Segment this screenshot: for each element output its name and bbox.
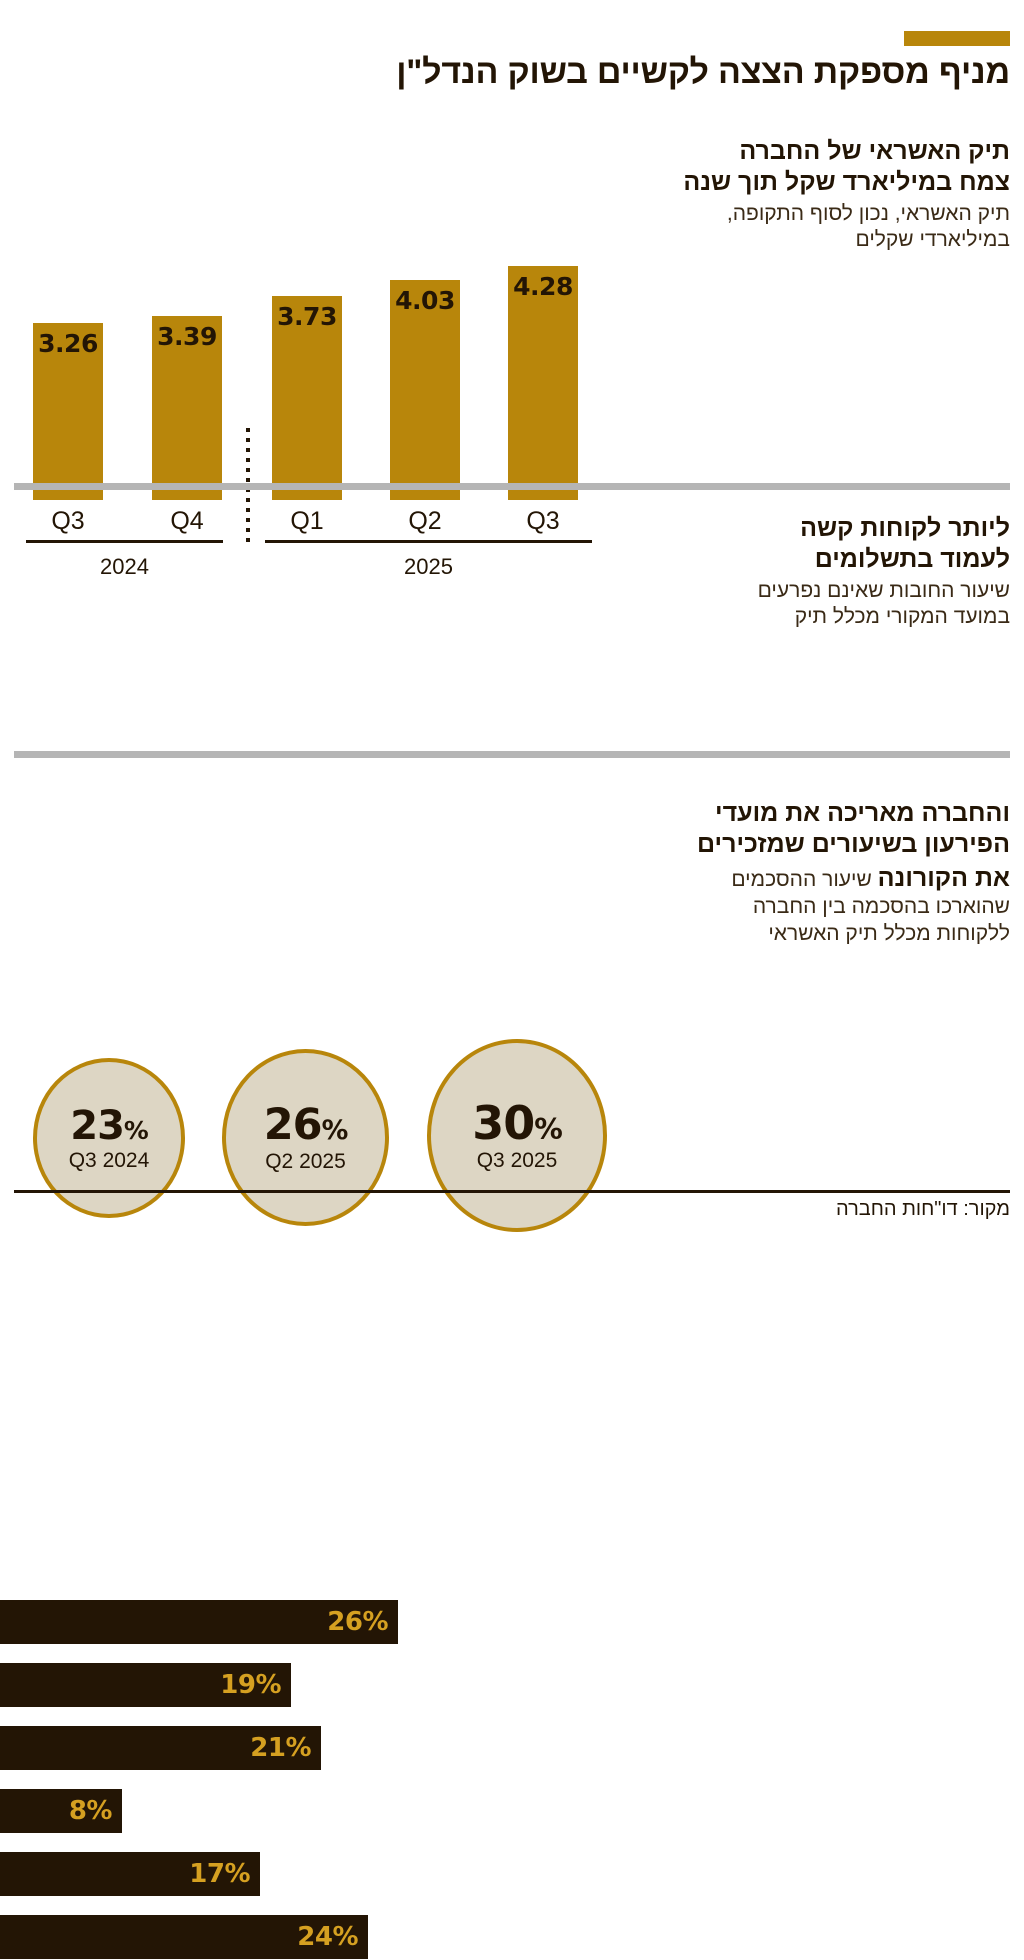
circle-caption-q3-2024: Q3 2024 [68, 1148, 150, 1172]
section1-heading: תיק האשראי של החברה צמח במיליארד שקל תוך… [620, 136, 1010, 197]
percent-sign-icon: % [534, 1113, 563, 1146]
table-row: 2024 17% [0, 1852, 620, 1896]
section1-text-column: תיק האשראי של החברה צמח במיליארד שקל תוך… [620, 136, 1010, 254]
table-row: 2020 26% [0, 1600, 620, 1644]
section3-subtitle-line4: שהוארכו בהסכמה בין החברה [752, 895, 1010, 919]
circle-value-q3-2024: 23% [70, 1102, 149, 1149]
circle-caption-q2-2025: Q2 2025 [265, 1149, 346, 1173]
bar-value-q3-2024: 3.26 [38, 329, 98, 358]
hbar-value-sept-25: 24% [297, 1922, 358, 1952]
hbar-value-2023: 8% [68, 1796, 113, 1826]
xtick-q4-2024: Q4 [170, 507, 204, 535]
section3-mixed-line: את הקורונה שיעור ההסכמים [620, 863, 1010, 894]
xtick-q2-2025: Q2 [408, 507, 442, 535]
circle-q3-2025: 30% Q3 2025 [427, 1039, 607, 1232]
section2-subtitle: שיעור החובות שאינם נפרעים במועד המקורי מ… [620, 578, 1010, 631]
table-row: 2021 19% [0, 1663, 620, 1707]
circle-q2-2025: 26% Q2 2025 [222, 1049, 389, 1226]
section3-heading-line3-bold: את הקורונה [877, 864, 1010, 892]
section2-text-column: ליותר לקוחות קשה לעמוד בתשלומים שיעור הח… [620, 513, 1010, 631]
section3-subtitle-line5: ללקוחות מכלל תיק האשראי [768, 921, 1010, 945]
accent-bar [904, 31, 1010, 46]
section3-heading: והחברה מאריכה את מועדי הפירעון בשיעורים … [620, 798, 1010, 859]
circle-value-q3-2025: 30% [472, 1100, 563, 1146]
divider-2 [14, 751, 1010, 758]
xtick-q3-2025: Q3 [526, 507, 560, 535]
percent-sign-icon: % [123, 1115, 149, 1145]
bar-q1-2025: 3.73 [272, 296, 342, 500]
circle-number-q2-2025: 26 [263, 1099, 323, 1150]
hbar-sept-25: 24% [0, 1915, 368, 1959]
hbar-value-2020: 26% [327, 1607, 388, 1637]
section2-subtitle-line1: שיעור החובות שאינם נפרעים [757, 579, 1010, 602]
hbar-value-2022: 21% [250, 1733, 311, 1763]
section1-subtitle-line1: תיק האשראי, נכון לסוף התקופה, [726, 202, 1010, 225]
section3-subtitle-line3-rest: שיעור ההסכמים [731, 868, 872, 891]
footer-rule [14, 1190, 1010, 1193]
source-note: מקור: דו"חות החברה [835, 1198, 1010, 1220]
section2-subtitle-line2: במועד המקורי מכלל תיק [794, 605, 1010, 629]
section2-heading: ליותר לקוחות קשה לעמוד בתשלומים [620, 513, 1010, 574]
group-rule-2025 [265, 540, 592, 543]
bar-value-q4-2024: 3.39 [157, 322, 217, 351]
hbar-2020: 26% [0, 1600, 398, 1644]
bar-value-q2-2025: 4.03 [395, 286, 455, 315]
hbar-value-2021: 19% [220, 1670, 281, 1700]
section1-subtitle-line2: במיליארדי שקלים [855, 228, 1010, 252]
section-credit-portfolio: תיק האשראי של החברה צמח במיליארד שקל תוך… [0, 130, 1024, 579]
circle-number-q3-2024: 23 [70, 1102, 125, 1149]
deferred-payments-bar-chart: 2020 26% 2021 19% 2022 21% 2023 8% 2024 [0, 1590, 620, 1960]
hbar-value-2024: 17% [189, 1859, 250, 1889]
circle-caption-q3-2025: Q3 2025 [476, 1149, 558, 1172]
section1-subtitle: תיק האשראי, נכון לסוף התקופה, במיליארדי … [620, 201, 1010, 254]
group-label-2024: 2024 [100, 554, 149, 579]
group-rule-2024 [26, 540, 223, 543]
unpaid-debts-circles: 23% Q3 2024 26% Q2 2025 30% Q3 2025 [0, 1025, 620, 1240]
hbar-2024: 17% [0, 1852, 260, 1896]
group-label-2025: 2025 [404, 554, 453, 579]
page-title: מניף מספקת הצצה לקשיים בשוק הנדל"ן [396, 53, 1010, 91]
bar-value-q3-2025: 4.28 [513, 272, 573, 301]
xtick-q1-2025: Q1 [290, 507, 324, 535]
section3-text-column: והחברה מאריכה את מועדי הפירעון בשיעורים … [620, 798, 1010, 947]
credit-portfolio-bar-chart: 3.26 3.39 3.73 4.03 4.28 Q3 Q4 Q1 Q2 Q3 … [0, 260, 620, 590]
bar-q3-2025: 4.28 [508, 266, 578, 500]
section2-heading-line2: לעמוד בתשלומים [814, 544, 1010, 573]
section1-heading-line2: צמח במיליארד שקל תוך שנה [683, 167, 1010, 196]
section-deferred-payments: והחברה מאריכה את מועדי הפירעון בשיעורים … [0, 790, 1024, 1959]
divider-1 [14, 483, 1010, 490]
section1-heading-line1: תיק האשראי של החברה [739, 137, 1010, 165]
bar-q4-2024: 3.39 [152, 316, 222, 500]
circle-number-q3-2025: 30 [472, 1096, 535, 1150]
bar-q2-2025: 4.03 [390, 280, 460, 500]
infographic-header: מניף מספקת הצצה לקשיים בשוק הנדל"ן [0, 0, 1024, 120]
section-unpaid-debts: ליותר לקוחות קשה לעמוד בתשלומים שיעור הח… [0, 505, 1024, 1232]
hbar-2023: 8% [0, 1789, 122, 1833]
hbar-2021: 19% [0, 1663, 291, 1707]
circle-value-q2-2025: 26% [264, 1103, 349, 1147]
table-row: ספט' 25 24% [0, 1915, 620, 1959]
table-row: 2022 21% [0, 1726, 620, 1770]
section3-heading-line2: הפירעון בשיעורים שמזכירים [697, 829, 1010, 858]
bar-value-q1-2025: 3.73 [277, 302, 337, 331]
section2-heading-line1: ליותר לקוחות קשה [800, 514, 1010, 542]
bar-q3-2024: 3.26 [33, 323, 103, 500]
xtick-q3-2024: Q3 [51, 507, 85, 535]
table-row: 2023 8% [0, 1789, 620, 1833]
percent-sign-icon: % [321, 1114, 349, 1146]
section3-subtitle: את הקורונה שיעור ההסכמים שהוארכו בהסכמה … [620, 863, 1010, 947]
hbar-2022: 21% [0, 1726, 321, 1770]
section3-heading-line1: והחברה מאריכה את מועדי [715, 799, 1010, 827]
